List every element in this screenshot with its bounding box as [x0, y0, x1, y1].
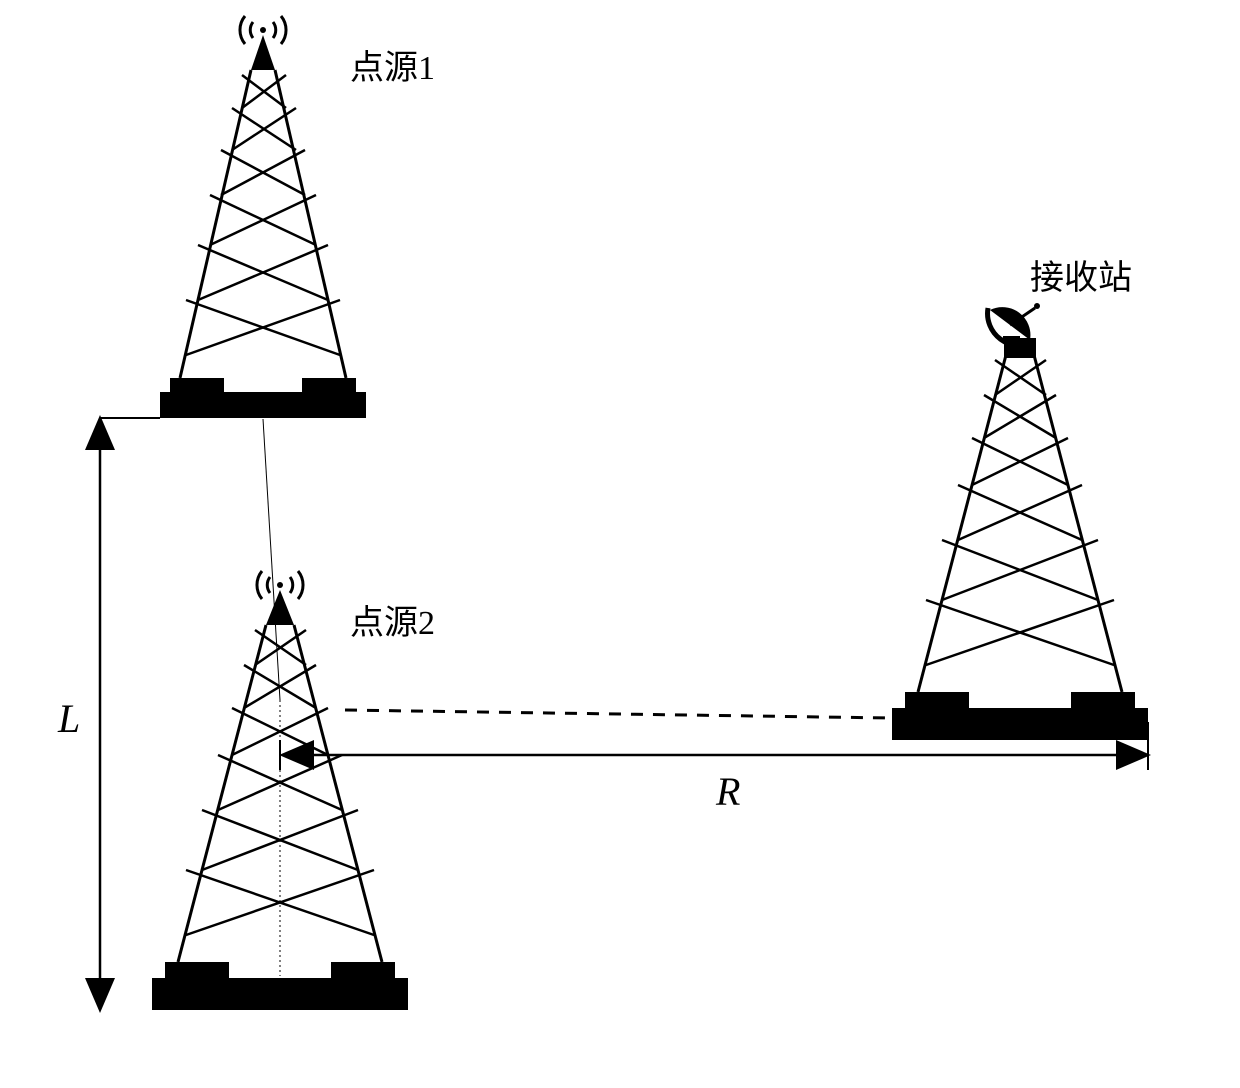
- tower-source1: [160, 16, 366, 418]
- label-R: R: [716, 768, 740, 815]
- label-L: L: [58, 695, 80, 742]
- label-source2: 点源2: [350, 595, 435, 644]
- label-receiver: 接收站: [1030, 250, 1132, 299]
- label-source1: 点源1: [350, 40, 435, 89]
- tower-receiver: [892, 303, 1148, 740]
- dashed-line: [345, 710, 890, 718]
- antenna-diagram: 点源1 点源2 接收站 L R: [0, 0, 1240, 1083]
- diagram-svg: [0, 0, 1240, 1083]
